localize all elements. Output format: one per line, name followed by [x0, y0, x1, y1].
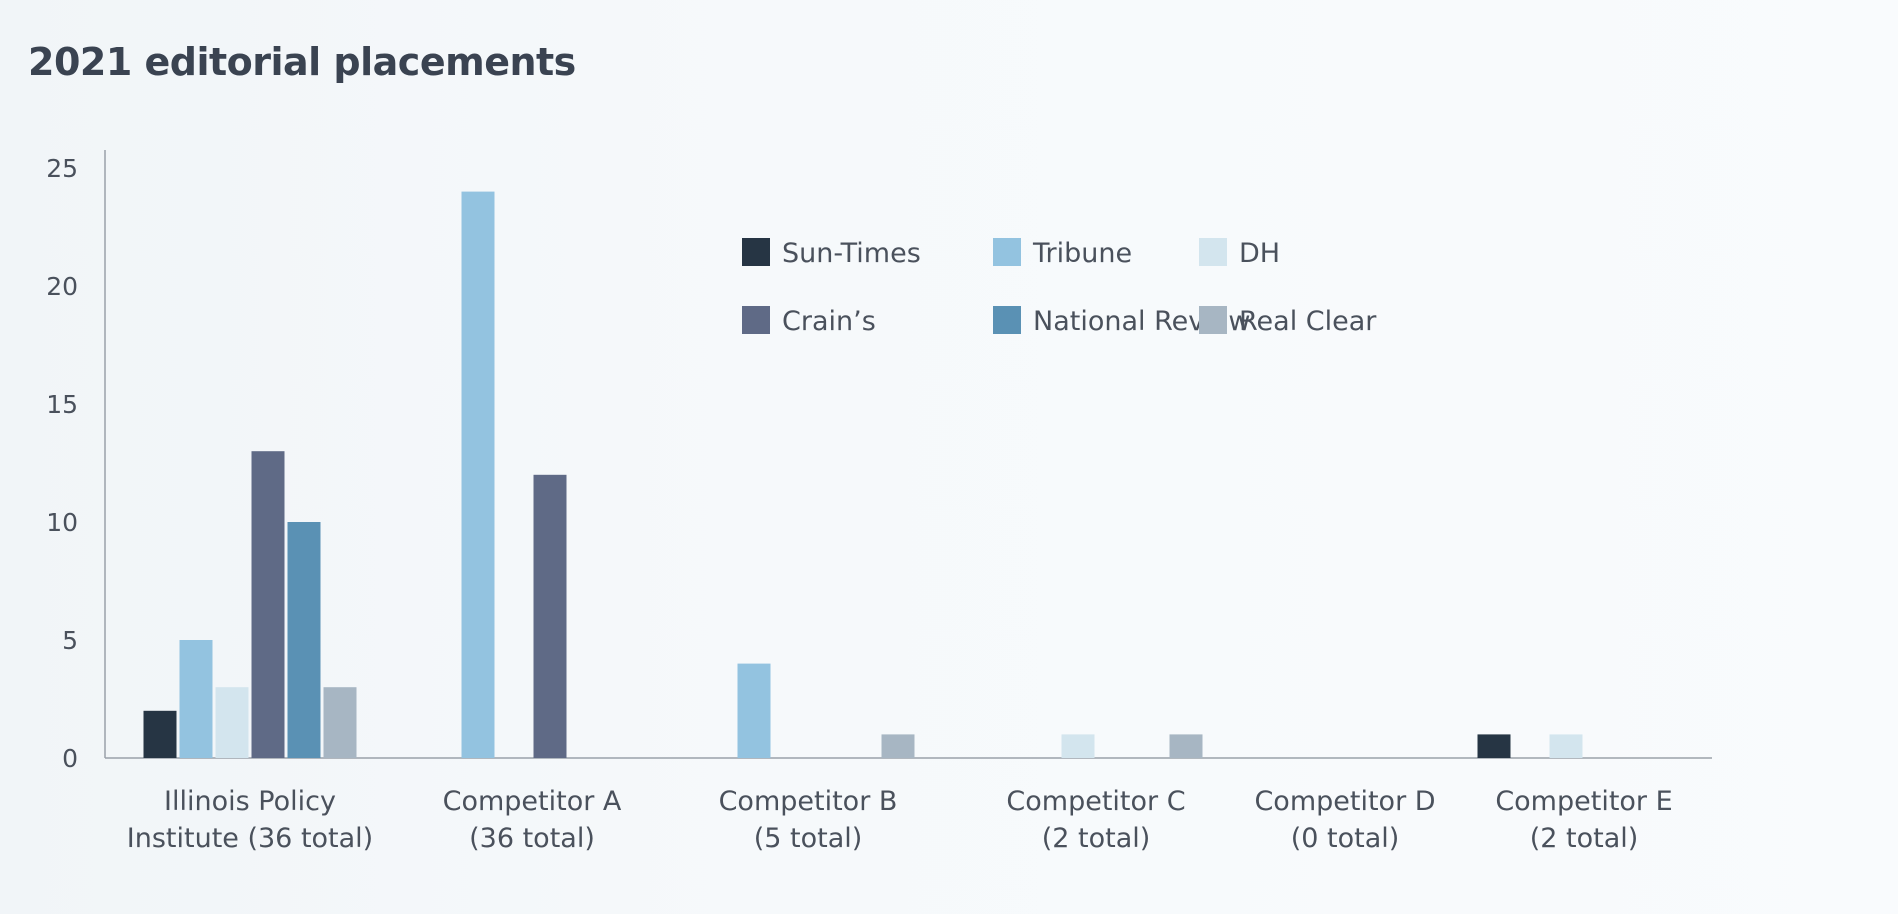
x-tick-label: Competitor D	[1254, 786, 1435, 817]
chart-title: 2021 editorial placements	[28, 40, 576, 84]
legend-swatch	[742, 306, 770, 334]
bar	[1477, 734, 1511, 758]
x-tick-label: Competitor C	[1006, 786, 1185, 817]
bar	[1061, 734, 1095, 758]
x-tick-label: Institute (36 total)	[127, 823, 373, 854]
legend-label: DH	[1239, 238, 1280, 269]
x-tick-label: Competitor A	[443, 786, 622, 817]
bar	[287, 522, 321, 758]
bar	[251, 451, 285, 758]
bar	[533, 474, 567, 758]
x-tick-label: Competitor B	[719, 786, 898, 817]
bar	[461, 191, 495, 759]
y-tick-label: 25	[46, 154, 78, 183]
x-tick-label: Competitor E	[1495, 786, 1672, 817]
y-tick-label: 15	[46, 390, 78, 419]
bar	[1169, 734, 1203, 758]
bar	[323, 687, 357, 758]
x-tick-label: Illinois Policy	[164, 786, 336, 817]
bar	[881, 734, 915, 758]
legend-label: Crain’s	[782, 306, 876, 337]
legend-swatch	[993, 238, 1021, 266]
bar	[737, 663, 771, 758]
bar	[215, 687, 249, 758]
x-tick-label: (5 total)	[754, 823, 863, 854]
x-tick-label: (36 total)	[469, 823, 595, 854]
legend-label: Real Clear	[1239, 306, 1377, 337]
legend-swatch	[1199, 306, 1227, 334]
legend-swatch	[1199, 238, 1227, 266]
x-tick-label: (2 total)	[1530, 823, 1639, 854]
y-tick-label: 10	[46, 508, 78, 537]
y-tick-label: 5	[62, 626, 78, 655]
legend-label: Tribune	[1032, 238, 1132, 269]
y-tick-label: 0	[62, 744, 78, 773]
legend-swatch	[742, 238, 770, 266]
y-tick-label: 20	[46, 272, 78, 301]
x-tick-label: (0 total)	[1291, 823, 1400, 854]
bar	[179, 640, 213, 758]
bar	[1549, 734, 1583, 758]
x-tick-label: (2 total)	[1042, 823, 1151, 854]
legend-label: Sun-Times	[782, 238, 921, 269]
legend-swatch	[993, 306, 1021, 334]
bar	[143, 710, 177, 758]
